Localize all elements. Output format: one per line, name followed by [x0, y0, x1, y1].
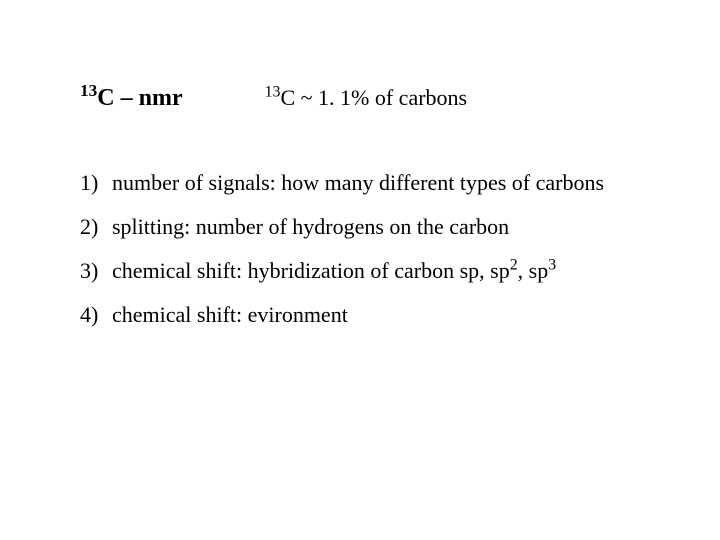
- list-text-pre: chemical shift: hybridization of carbon …: [112, 258, 510, 283]
- subtitle-isotope-base: C: [280, 85, 295, 110]
- list-text: splitting: number of hydrogens on the ca…: [112, 214, 640, 240]
- list-text: chemical shift: evironment: [112, 302, 640, 328]
- title-isotope-sup: 13: [80, 81, 97, 100]
- title-dash: –: [115, 85, 139, 111]
- slide-title: 13C – nmr: [80, 85, 183, 112]
- list-text: number of signals: how many different ty…: [112, 170, 640, 196]
- list-item: 2) splitting: number of hydrogens on the…: [80, 214, 640, 240]
- subtitle-rest: ~ 1. 1% of carbons: [295, 85, 467, 110]
- slide-subtitle: 13C ~ 1. 1% of carbons: [265, 85, 468, 111]
- list-text-mid: , sp: [518, 258, 549, 283]
- list-number: 4): [80, 302, 112, 328]
- list-item: 4) chemical shift: evironment: [80, 302, 640, 328]
- list-number: 3): [80, 258, 112, 284]
- list-item: 3) chemical shift: hybridization of carb…: [80, 258, 640, 284]
- title-label: nmr: [139, 85, 183, 111]
- header-row: 13C – nmr 13C ~ 1. 1% of carbons: [80, 85, 640, 112]
- list-number: 2): [80, 214, 112, 240]
- list-text: chemical shift: hybridization of carbon …: [112, 258, 640, 284]
- list-text-sup2: 3: [548, 257, 556, 274]
- list: 1) number of signals: how many different…: [80, 170, 640, 328]
- list-text-sup1: 2: [510, 257, 518, 274]
- title-isotope-base: C: [97, 85, 114, 111]
- subtitle-isotope-sup: 13: [265, 84, 281, 101]
- list-item: 1) number of signals: how many different…: [80, 170, 640, 196]
- list-number: 1): [80, 170, 112, 196]
